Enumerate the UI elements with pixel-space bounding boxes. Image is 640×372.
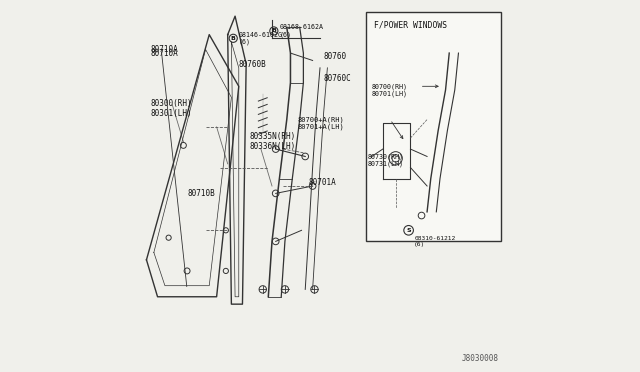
Text: F/POWER WINDOWS: F/POWER WINDOWS [374, 20, 447, 29]
Text: 80701A: 80701A [309, 178, 337, 187]
Bar [366, 13, 501, 241]
Text: 08168-6162A
(6): 08168-6162A (6) [280, 24, 323, 38]
Text: 80700(RH)
80701(LH): 80700(RH) 80701(LH) [372, 83, 408, 97]
Text: 80730(RH)
80731(LH): 80730(RH) 80731(LH) [368, 153, 404, 167]
Text: 08146-6102G
(6): 08146-6102G (6) [239, 32, 283, 45]
Text: 80760: 80760 [324, 52, 347, 61]
Text: 80700+A(RH)
80701+A(LH): 80700+A(RH) 80701+A(LH) [298, 116, 344, 130]
Text: B: B [231, 36, 236, 41]
Text: 80760C: 80760C [324, 74, 351, 83]
Text: 80300(RH)
80301(LH): 80300(RH) 80301(LH) [150, 99, 192, 118]
Text: 80710B: 80710B [187, 189, 215, 198]
Text: J8030008: J8030008 [462, 354, 499, 363]
Text: 80710A: 80710A [150, 45, 178, 54]
Text: 80760B: 80760B [239, 60, 266, 69]
Text: 08310-61212
(6): 08310-61212 (6) [414, 236, 456, 247]
Text: 80710A: 80710A [150, 49, 178, 58]
Text: 80335N(RH)
80336N(LH): 80335N(RH) 80336N(LH) [250, 132, 296, 151]
Text: S: S [406, 228, 411, 233]
Text: B: B [271, 28, 276, 33]
